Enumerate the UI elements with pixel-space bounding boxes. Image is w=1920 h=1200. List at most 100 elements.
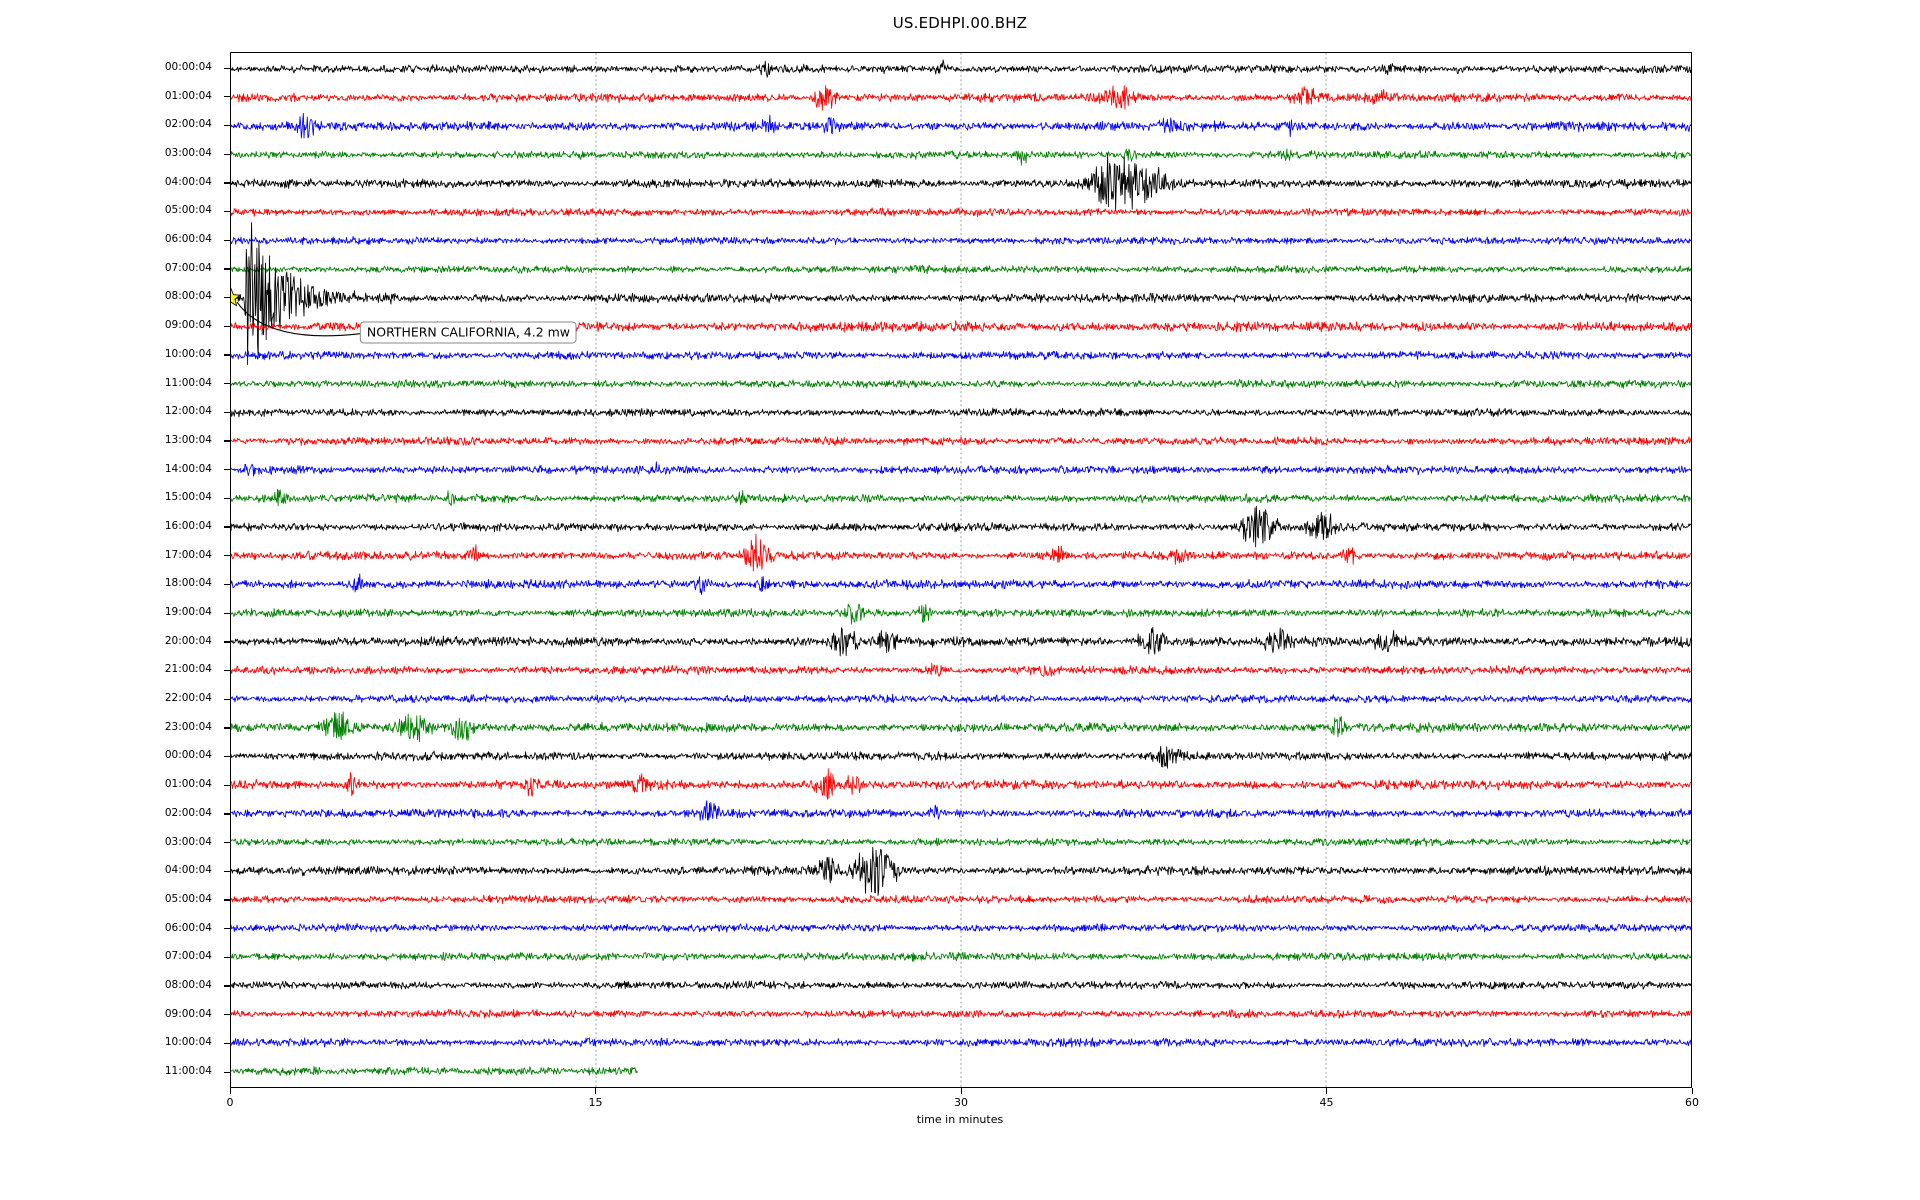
trace-row: [231, 436, 1691, 447]
trace-row: [231, 837, 1691, 847]
y-axis-tick-mark: [224, 354, 230, 356]
y-axis-tick-label: 13:00:04: [164, 433, 212, 446]
y-axis-tick-mark: [224, 526, 230, 528]
page-title: US.EDHPI.00.BHZ: [892, 14, 1028, 32]
y-axis-tick-label: 02:00:04: [164, 118, 212, 131]
trace-row: [231, 461, 1691, 477]
y-axis-tick-label: 00:00:04: [164, 749, 212, 762]
y-axis-tick-mark: [224, 1071, 230, 1073]
y-axis-tick-label: 20:00:04: [164, 634, 212, 647]
y-axis-tick-label: 05:00:04: [164, 892, 212, 905]
trace-row: [231, 626, 1691, 657]
y-axis-tick-label: 07:00:04: [164, 950, 212, 963]
y-axis-tick-label: 23:00:04: [164, 720, 212, 733]
y-axis-tick-label: 07:00:04: [164, 261, 212, 274]
trace-row: [231, 236, 1691, 246]
trace-row: [231, 951, 1691, 962]
trace-row: [231, 59, 1691, 78]
y-axis-tick-label: 22:00:04: [164, 692, 212, 705]
trace-row: [231, 505, 1691, 548]
trace-row: [231, 663, 1691, 677]
trace-row: [231, 979, 1691, 990]
x-axis-tick-label: 60: [1685, 1096, 1699, 1109]
y-axis-tick-mark: [224, 985, 230, 987]
y-axis-tick-mark: [224, 182, 230, 184]
trace-row: [231, 745, 1691, 769]
trace-row: [231, 350, 1691, 361]
x-axis-tick-mark: [1691, 1088, 1693, 1094]
y-axis-tick-mark: [224, 669, 230, 672]
x-axis-tick-label: 0: [226, 1096, 234, 1109]
x-axis-tick-mark: [960, 1088, 962, 1094]
y-axis-tick-mark: [224, 268, 230, 270]
y-axis-tick-label: 05:00:04: [164, 204, 212, 217]
y-axis-tick-mark: [224, 870, 230, 872]
y-axis-tick-label: 08:00:04: [164, 978, 212, 991]
y-axis-tick-mark: [224, 210, 230, 213]
trace-row: [231, 1066, 638, 1076]
y-axis-tick-label: 02:00:04: [164, 806, 212, 819]
y-axis-tick-mark: [224, 583, 230, 586]
y-axis-tick-label: 04:00:04: [164, 175, 212, 188]
y-axis-tick-label: 11:00:04: [164, 1065, 212, 1077]
trace-row: [231, 488, 1691, 507]
y-axis-tick-mark: [224, 813, 230, 815]
x-axis-title: time in minutes: [916, 1113, 1004, 1126]
y-axis-tick-label: 09:00:04: [164, 319, 212, 332]
y-axis-tick-mark: [224, 1014, 230, 1016]
y-axis-tick-mark: [224, 411, 230, 414]
trace-row: [231, 922, 1691, 933]
y-axis-tick-label: 14:00:04: [164, 462, 212, 475]
trace-row: [231, 573, 1691, 595]
x-axis-tick-label: 45: [1319, 1096, 1334, 1109]
y-axis-tick-label: 15:00:04: [164, 491, 212, 504]
y-axis-tick-label: 19:00:04: [164, 606, 212, 619]
y-axis-tick-label: 06:00:04: [164, 233, 212, 246]
y-axis-tick-label: 12:00:04: [164, 405, 212, 418]
annotation-text: NORTHERN CALIFORNIA, 4.2 mw: [359, 321, 577, 344]
y-axis-tick-label: 10:00:04: [164, 1036, 212, 1049]
trace-row: [231, 894, 1691, 905]
annotation-box: NORTHERN CALIFORNIA, 4.2 mw: [359, 321, 577, 344]
y-axis-tick-label: 09:00:04: [164, 1007, 212, 1020]
y-axis-tick-mark: [224, 96, 230, 98]
star-icon: [231, 287, 242, 307]
y-axis-tick-mark: [224, 469, 230, 471]
y-axis-tick-label: 03:00:04: [164, 835, 212, 848]
y-axis-tick-mark: [224, 641, 230, 643]
trace-row: [231, 112, 1691, 139]
trace-row: [231, 846, 1691, 896]
trace-row: [231, 1037, 1691, 1048]
y-axis-tick-mark: [224, 899, 230, 901]
y-axis-tick-label: 17:00:04: [164, 548, 212, 561]
y-axis-tick-mark: [224, 1042, 230, 1045]
y-axis-tick-mark: [224, 755, 230, 758]
x-axis-tick-label: 15: [588, 1096, 603, 1109]
y-axis-tick-label: 10:00:04: [164, 347, 212, 360]
y-axis-tick-mark: [224, 928, 230, 930]
y-axis-tick-mark: [224, 497, 230, 500]
y-axis-tick-mark: [224, 842, 230, 844]
y-axis-tick-mark: [224, 956, 230, 959]
y-axis-tick-mark: [224, 612, 230, 614]
y-axis-tick-label: 06:00:04: [164, 921, 212, 934]
seismic-traces: [231, 53, 1691, 1087]
y-axis-tick-label: 01:00:04: [164, 89, 212, 102]
y-axis-tick-mark: [224, 296, 230, 299]
y-axis-tick-mark: [224, 239, 230, 241]
plot-area: NORTHERN CALIFORNIA, 4.2 mw: [230, 52, 1692, 1088]
y-axis-tick-label: 16:00:04: [164, 519, 212, 532]
trace-row: [231, 207, 1691, 218]
trace-row: [231, 407, 1691, 418]
y-axis-tick-mark: [224, 784, 230, 786]
trace-row: [231, 768, 1691, 800]
y-axis-tick-mark: [224, 727, 230, 729]
y-axis-tick-mark: [224, 440, 230, 442]
trace-row: [231, 85, 1691, 111]
annotation-leader-line: [236, 301, 360, 337]
y-axis-tick-mark: [224, 698, 230, 700]
x-axis-tick-mark: [1326, 1088, 1328, 1094]
y-axis-tick-mark: [224, 153, 230, 155]
trace-row: [231, 711, 1691, 743]
